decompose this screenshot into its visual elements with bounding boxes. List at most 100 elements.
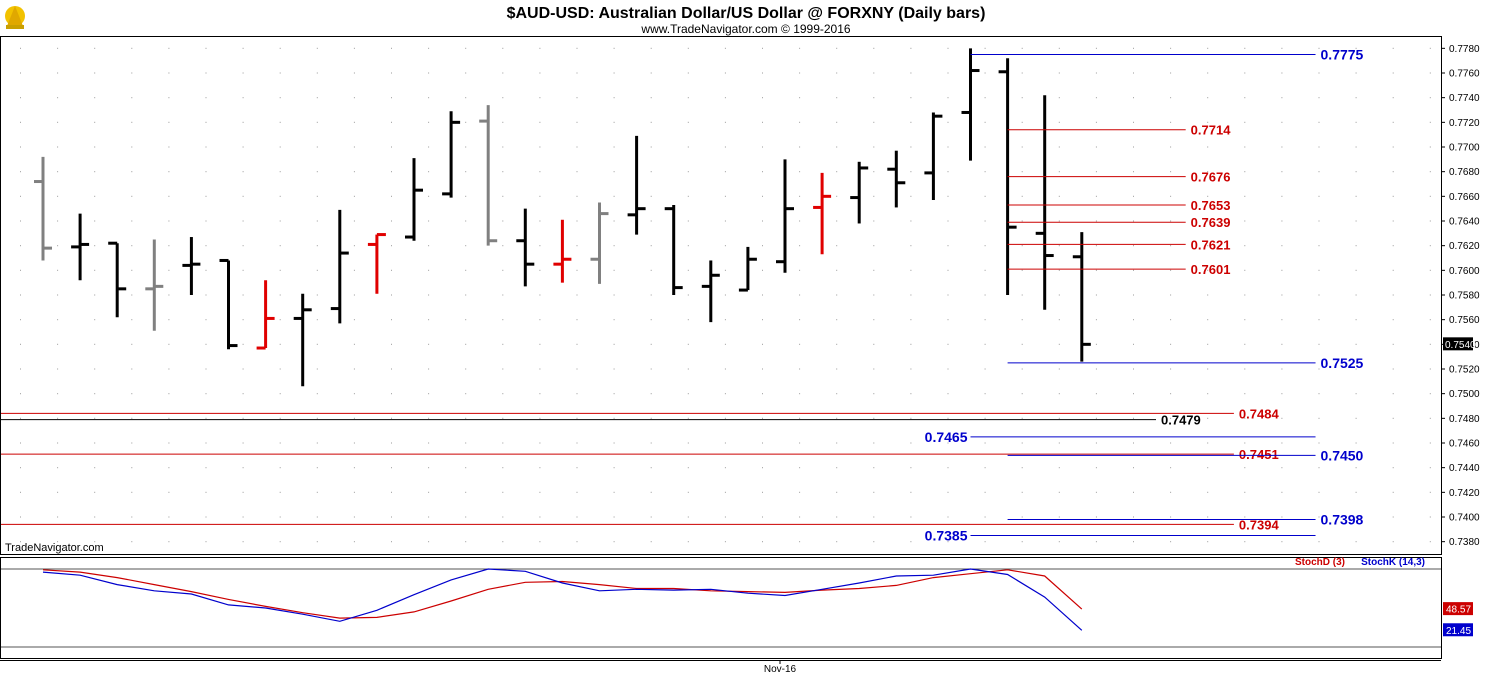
grid-dot — [353, 195, 355, 197]
grid-dot — [947, 467, 949, 469]
grid-dot — [724, 417, 726, 419]
grid-dot — [984, 467, 986, 469]
grid-dot — [799, 121, 801, 123]
grid-dot — [576, 72, 578, 74]
grid-dot — [1058, 393, 1060, 395]
grid-dot — [1058, 442, 1060, 444]
grid-dot — [1058, 294, 1060, 296]
y-tick-label: 0.7620 — [1449, 241, 1480, 252]
ohlc-bar — [738, 246, 757, 292]
grid-dot — [576, 442, 578, 444]
grid-dot — [1281, 220, 1283, 222]
watermark-label: TradeNavigator.com — [5, 542, 104, 554]
grid-dot — [910, 467, 912, 469]
grid-dot — [576, 541, 578, 543]
grid-dot — [316, 47, 318, 49]
price-levels: 0.7775 0.7714 0.7676 0.7653 0.7639 0.7621 0.76… — [1, 47, 1364, 544]
grid-dot — [1318, 220, 1320, 222]
grid-dot — [465, 72, 467, 74]
grid-dot — [613, 97, 615, 99]
grid-dot — [1170, 269, 1172, 271]
grid-dot — [1355, 47, 1357, 49]
grid-dot — [762, 220, 763, 222]
grid-dot — [391, 417, 392, 419]
stochastic-lines: 48.57 21.45 — [42, 568, 1473, 637]
grid-dot — [947, 491, 949, 493]
grid-dot — [724, 47, 726, 49]
grid-dot — [1355, 343, 1357, 345]
grid-dot — [1281, 319, 1283, 321]
grid-dot — [1318, 442, 1320, 444]
y-tick-label: 0.7520 — [1449, 365, 1480, 376]
grid-dot — [873, 541, 875, 543]
grid-dot — [168, 121, 170, 123]
grid-dot — [353, 368, 355, 370]
grid-dot — [1095, 294, 1097, 296]
grid-dot — [353, 245, 355, 247]
grid-dot — [168, 220, 170, 222]
grid-dot — [1133, 47, 1134, 49]
grid-dot — [1429, 220, 1431, 222]
grid-dot — [799, 343, 801, 345]
grid-dot — [242, 195, 244, 197]
grid-dot — [428, 417, 430, 419]
grid-dot — [353, 121, 355, 123]
grid-dot — [1355, 393, 1357, 395]
grid-dot — [1021, 368, 1023, 370]
grid-dot — [94, 47, 96, 49]
grid-dot — [465, 97, 467, 99]
grid-dot — [984, 491, 986, 493]
grid-dot — [873, 319, 875, 321]
grid-dot — [873, 393, 875, 395]
ohlc-bar — [367, 233, 386, 294]
grid-dot — [1021, 47, 1023, 49]
grid-dot — [687, 491, 689, 493]
grid-dot — [1244, 220, 1246, 222]
grid-dot — [1170, 417, 1172, 419]
grid-dot — [539, 171, 541, 173]
grid-dot — [984, 541, 986, 543]
grid-dot — [391, 393, 392, 395]
grid-dot — [94, 343, 96, 345]
grid-dot — [1021, 343, 1023, 345]
grid-dot — [168, 72, 170, 74]
grid-dot — [687, 47, 689, 49]
grid-dot — [428, 269, 430, 271]
grid-dot — [168, 368, 170, 370]
grid-dot — [1355, 467, 1357, 469]
grid-dot — [279, 220, 281, 222]
grid-dot — [502, 417, 504, 419]
grid-dot — [539, 195, 541, 197]
grid-dot — [353, 72, 355, 74]
price-level-label: 0.7398 — [1321, 511, 1364, 527]
grid-dot — [391, 195, 392, 197]
grid-dot — [131, 121, 133, 123]
grid-dot — [1244, 393, 1246, 395]
grid-dot — [539, 319, 541, 321]
grid-dot — [687, 417, 689, 419]
grid-dot — [836, 121, 838, 123]
grid-dot — [168, 146, 170, 148]
grid-dot — [539, 368, 541, 370]
grid-dot — [613, 541, 615, 543]
grid-dot — [1318, 195, 1320, 197]
grid-dot — [353, 442, 355, 444]
grid-dot — [613, 220, 615, 222]
grid-dot — [910, 121, 912, 123]
grid-dot — [353, 146, 355, 148]
grid-dot — [762, 269, 763, 271]
grid-dot — [1207, 47, 1209, 49]
grid-dot — [205, 220, 207, 222]
grid-dot — [539, 343, 541, 345]
grid-dot — [613, 417, 615, 419]
grid-dot — [910, 171, 912, 173]
grid-dot — [1244, 245, 1246, 247]
grid-dot — [1021, 294, 1023, 296]
grid-dot — [947, 417, 949, 419]
grid-dot — [1133, 171, 1134, 173]
grid-dot — [353, 343, 355, 345]
grid-dot — [316, 491, 318, 493]
grid-dot — [391, 294, 392, 296]
grid-dot — [1021, 541, 1023, 543]
price-panel: 0.7775 0.7714 0.7676 0.7653 0.7639 0.7621 0.76… — [0, 36, 1480, 555]
